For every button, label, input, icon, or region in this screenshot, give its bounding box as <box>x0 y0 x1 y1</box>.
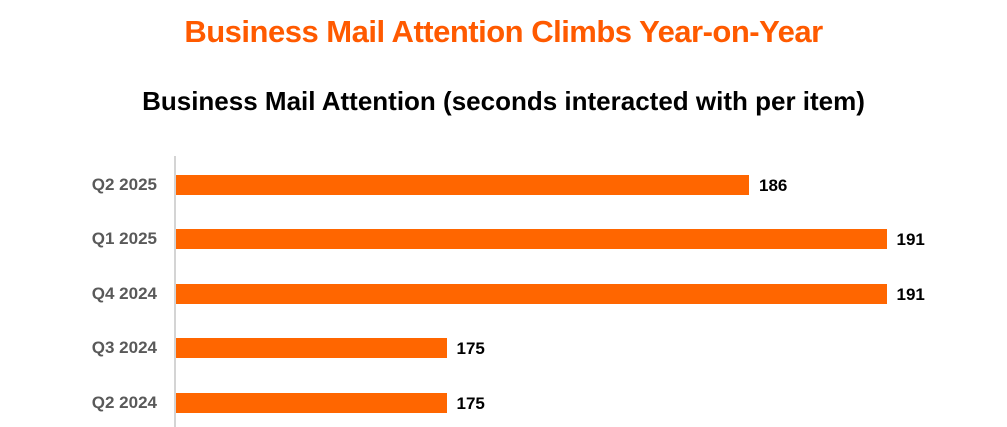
value-label: 191 <box>896 230 925 249</box>
value-label: 175 <box>456 339 485 358</box>
y-axis-line <box>174 156 176 427</box>
value-label: 175 <box>456 394 485 413</box>
category-label: Q3 2024 <box>91 338 157 357</box>
bar-row: Q2 2024 175 <box>0 393 1007 413</box>
bar <box>176 175 749 195</box>
bar <box>176 284 887 304</box>
bar-row: Q1 2025 191 <box>0 229 1007 249</box>
bar-row: Q2 2025 186 <box>0 175 1007 195</box>
value-label: 186 <box>759 176 788 195</box>
bar-row: Q4 2024 191 <box>0 284 1007 304</box>
chart-subtitle: Business Mail Attention (seconds interac… <box>142 86 865 116</box>
value-label: 191 <box>896 285 925 304</box>
category-label: Q1 2025 <box>91 229 157 248</box>
bar <box>176 393 447 413</box>
category-label: Q2 2024 <box>91 393 157 412</box>
category-label: Q2 2025 <box>91 175 157 194</box>
bar <box>176 229 887 249</box>
chart-title: Business Mail Attention Climbs Year-on-Y… <box>184 14 823 49</box>
category-label: Q4 2024 <box>91 284 157 303</box>
bar <box>176 338 447 358</box>
bar-row: Q3 2024 175 <box>0 338 1007 358</box>
